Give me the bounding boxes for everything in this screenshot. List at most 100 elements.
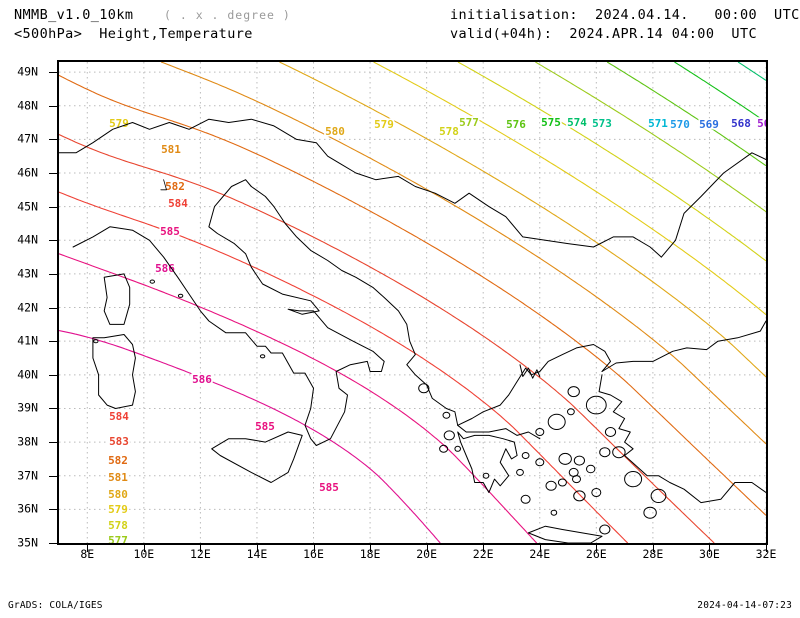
x-tick-label: 8E [80,547,95,561]
contour-line-576 [606,62,766,167]
contour-line-581 [160,62,766,445]
contour-label: 570 [670,118,690,131]
x-tick-mark [766,545,767,552]
y-tick-mark [49,543,57,544]
coastline-aegean-island [591,488,602,497]
model-name: NMMB_v1.0_10km [14,7,134,23]
y-tick-label: 38N [17,434,38,449]
y-tick-mark [49,173,57,174]
coastline-corsica [103,273,131,325]
coastline-aegean-island [442,411,451,419]
y-tick-mark [49,105,57,107]
y-tick-mark [49,408,57,410]
contour-label: 582 [108,454,128,467]
coastline-peloponnese [457,431,518,493]
contour-line-580 [279,62,766,378]
contour-label: 579 [109,117,129,130]
y-tick-mark [49,475,57,477]
y-tick-label: 44N [17,232,38,247]
coastline-aegean-island [545,480,557,491]
y-tick-mark [49,307,57,309]
y-tick-label: 46N [17,165,38,180]
x-tick-label: 22E [472,547,494,561]
contour-label-halo: 585 [319,481,339,494]
x-tick-mark [200,545,202,552]
contour-label: 580 [108,488,128,501]
coastline-aegean-island [535,458,545,467]
contour-label-halo: 579 [374,118,394,131]
contour-label-halo: 581 [108,471,128,484]
x-tick-label: 10E [133,547,155,561]
x-tick-mark [313,545,315,552]
coastline-central-europe [59,118,662,258]
contour-label: 583 [167,197,187,210]
x-tick-label: 12E [190,547,211,561]
y-tick-label: 48N [17,97,38,112]
contour-label: 585 [255,420,275,433]
coastline-crete [527,525,603,543]
coastline-aegean-island [624,471,643,488]
contour-line-575 [674,62,766,123]
x-tick-label: 32E [755,547,777,561]
contour-label: 585 [319,481,339,494]
contour-label: 583 [109,435,129,448]
y-tick-label: 43N [17,266,38,281]
y-tick-label: 42N [17,299,38,314]
y-tick-label: 45N [17,198,38,213]
contour-label-halo: 582 [165,180,185,193]
contour-line-574 [737,62,766,81]
contour-line-583 [59,134,715,543]
coastline-aegean-island [547,413,566,430]
coastline-aegean-island [520,494,531,504]
contour-label-halo: 573 [592,117,612,130]
x-tick-label: 30E [699,547,720,561]
coastline-aegean-island [443,430,455,441]
coastline-aegean-island [567,408,575,416]
contour-label: 577 [108,534,128,543]
model-title-row: NMMB_v1.0_10km ( . x . degree ) [14,6,291,25]
contour-label: 579 [108,503,128,516]
coastline-adriatic-east [250,186,541,440]
coastline-aegean-island [604,427,617,437]
contour-label: 586 [155,262,175,275]
x-tick-label: 24E [529,547,551,561]
y-tick-mark [49,341,57,343]
coastline-aegean-island [482,472,490,479]
contour-label: 586 [192,373,212,386]
coastline-small-island [149,279,156,284]
contour-line-586 [59,330,441,543]
contour-label-halo: 585 [255,420,275,433]
render-timestamp: 2024-04-14-07:23 [697,600,792,611]
contour-label: 567 [757,117,766,130]
contour-label-halo: 586 [192,373,212,386]
y-tick-mark [49,206,57,208]
contour-labels: 5805805815815825825835835845845855855865… [106,114,766,543]
contour-label-halo: 569 [699,118,719,131]
y-tick-label: 37N [17,467,38,482]
coastline-sicily [211,431,303,483]
contour-label: 584 [168,197,188,210]
gridlines [59,62,766,543]
contour-label-halo: 576 [506,118,526,131]
coastline-chalkidiki [519,364,541,379]
coastline-aegean-island [567,386,580,398]
contour-label-halo: 575 [541,116,561,129]
coastline-aegean-island [558,452,572,465]
coastline-aegean-island [516,468,524,476]
coastline-small-island [93,339,99,344]
units-annotation: ( . x . degree ) [164,8,291,22]
x-tick-label: 18E [359,547,381,561]
contour-line-584 [59,191,629,543]
y-tick-label: 41N [17,333,38,348]
map-plot-area[interactable]: 580 580 581 581 582 582 583 583 584 584 585 585 586 5… [57,60,768,545]
contour-label-halo: 579 [109,117,129,130]
header-left-block: NMMB_v1.0_10km ( . x . degree ) <500hPa>… [14,6,291,44]
contour-label: 573 [592,117,612,130]
x-tick-label: 28E [642,547,664,561]
y-tick-mark [49,509,57,511]
coastline-aegean-island [573,490,586,502]
contour-label: 582 [165,180,185,193]
x-tick-mark [539,545,541,552]
y-tick-mark [49,72,57,74]
x-tick-mark [143,545,145,552]
